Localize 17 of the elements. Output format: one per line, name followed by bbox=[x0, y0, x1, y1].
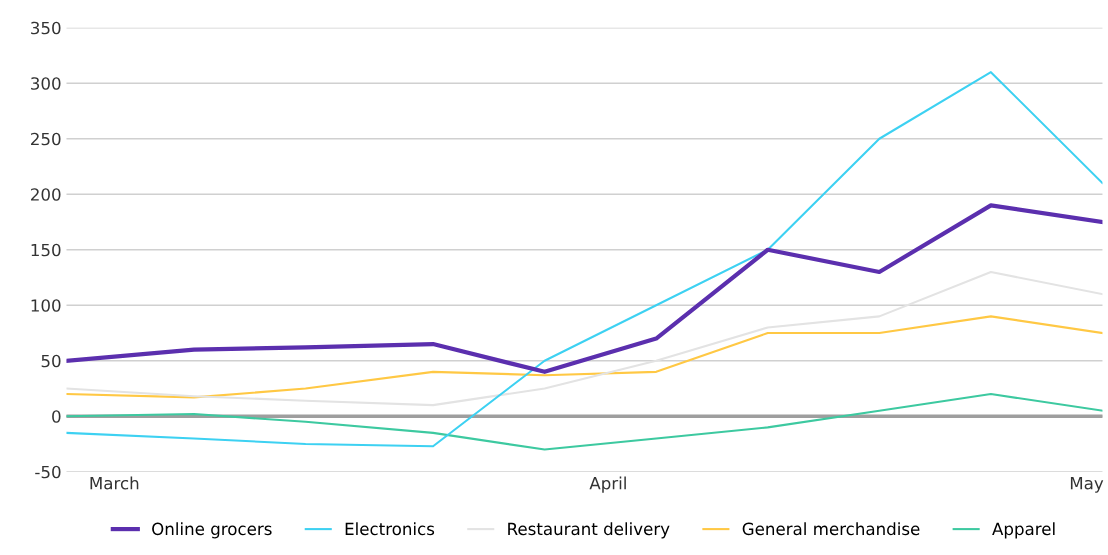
legend-label: Apparel bbox=[992, 522, 1055, 539]
legend-label: Restaurant delivery bbox=[508, 522, 670, 539]
y-tick-label: 50 bbox=[41, 354, 61, 368]
y-tick-label: 0 bbox=[52, 410, 61, 423]
y-tick-label: 250 bbox=[31, 132, 61, 146]
legend-label: Electronics bbox=[345, 522, 435, 536]
x-tick-label: May bbox=[1070, 477, 1104, 493]
y-tick-label: 350 bbox=[31, 21, 61, 35]
y-tick-label: 200 bbox=[31, 188, 61, 201]
legend-label: Online grocers bbox=[152, 522, 272, 539]
legend-label: General merchandise bbox=[742, 522, 920, 536]
y-tick-label: 150 bbox=[31, 243, 61, 257]
y-tick-label: 300 bbox=[31, 77, 61, 90]
x-tick-label: April bbox=[589, 476, 626, 493]
y-tick-label: 100 bbox=[31, 299, 61, 312]
x-tick-label: March bbox=[90, 476, 139, 490]
y-tick-label: -50 bbox=[35, 465, 61, 479]
